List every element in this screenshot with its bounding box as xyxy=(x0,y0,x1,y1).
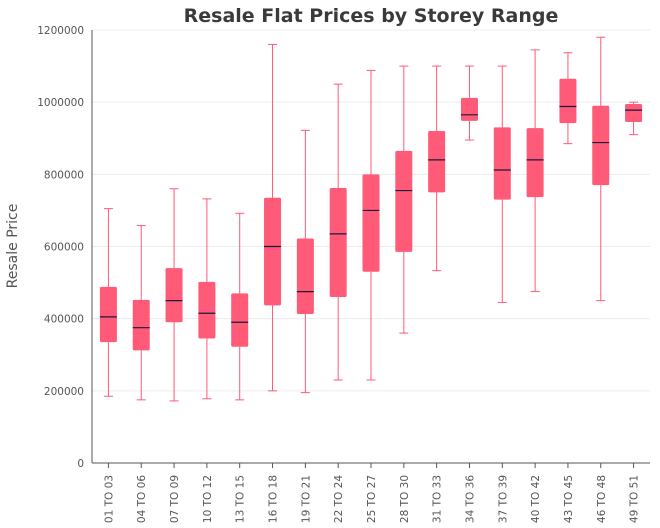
x-tick-label: 34 TO 36 xyxy=(464,475,476,523)
box-46-to-48 xyxy=(592,36,610,302)
iqr-box xyxy=(296,238,314,314)
x-tick-label: 46 TO 48 xyxy=(596,475,608,523)
x-tick-label: 07 TO 09 xyxy=(169,475,181,523)
x-tick-label: 10 TO 12 xyxy=(202,475,214,523)
iqr-box xyxy=(625,103,643,123)
iqr-box xyxy=(493,127,511,200)
iqr-box xyxy=(395,150,413,252)
y-axis-ticks: 0 200000 400000 600000 800000 1000000 1200000 xyxy=(37,25,84,470)
x-tick-label: 31 TO 33 xyxy=(432,475,444,523)
box-13-to-15 xyxy=(231,212,249,401)
iqr-box xyxy=(329,188,347,298)
box-01-to-03 xyxy=(99,208,117,397)
iqr-box xyxy=(231,293,249,347)
chart-title: Resale Flat Prices by Storey Range xyxy=(184,5,559,27)
x-tick-label: 43 TO 45 xyxy=(563,475,575,523)
iqr-box xyxy=(99,286,117,343)
box-16-to-18 xyxy=(264,43,282,392)
box-series xyxy=(99,36,643,402)
y-tick-label: 800000 xyxy=(44,169,84,181)
box-22-to-24 xyxy=(329,83,347,381)
x-tick-label: 04 TO 06 xyxy=(136,475,148,523)
box-40-to-42 xyxy=(526,49,544,293)
box-37-to-39 xyxy=(493,65,511,303)
box-34-to-36 xyxy=(460,65,478,141)
iqr-box xyxy=(198,281,216,339)
iqr-box xyxy=(460,97,478,121)
box-28-to-30 xyxy=(395,65,413,334)
x-axis-ticks: 01 TO 03 04 TO 06 07 TO 09 10 TO 12 13 TO 15… xyxy=(103,463,641,523)
iqr-box xyxy=(559,78,577,124)
box-04-to-06 xyxy=(132,225,150,401)
iqr-box xyxy=(428,131,446,193)
box-43-to-45 xyxy=(559,52,577,145)
y-tick-label: 1200000 xyxy=(37,25,84,37)
y-axis-title: Resale Price xyxy=(5,204,21,289)
iqr-box xyxy=(362,174,380,272)
x-tick-label: 16 TO 18 xyxy=(268,475,280,523)
box-31-to-33 xyxy=(428,65,446,272)
x-tick-label: 13 TO 15 xyxy=(235,475,247,523)
y-tick-label: 200000 xyxy=(44,386,84,398)
iqr-box xyxy=(132,299,150,351)
box-49-to-51 xyxy=(625,101,643,136)
x-tick-label: 22 TO 24 xyxy=(333,475,345,523)
x-tick-label: 19 TO 21 xyxy=(300,475,312,523)
y-tick-label: 600000 xyxy=(44,242,84,254)
x-tick-label: 49 TO 51 xyxy=(629,475,641,523)
box-25-to-27 xyxy=(362,69,380,381)
box-19-to-21 xyxy=(296,129,314,394)
x-tick-label: 37 TO 39 xyxy=(497,475,509,523)
x-tick-label: 25 TO 27 xyxy=(366,475,378,523)
x-tick-label: 01 TO 03 xyxy=(103,475,115,523)
y-tick-label: 1000000 xyxy=(37,97,84,109)
x-tick-label: 28 TO 30 xyxy=(399,475,411,523)
x-tick-label: 40 TO 42 xyxy=(530,475,542,523)
iqr-box xyxy=(165,268,183,323)
box-07-to-09 xyxy=(165,188,183,402)
iqr-box xyxy=(592,105,610,186)
y-tick-label: 0 xyxy=(77,458,84,470)
box-10-to-12 xyxy=(198,198,216,400)
iqr-box xyxy=(264,197,282,306)
iqr-box xyxy=(526,128,544,198)
y-tick-label: 400000 xyxy=(44,314,84,326)
